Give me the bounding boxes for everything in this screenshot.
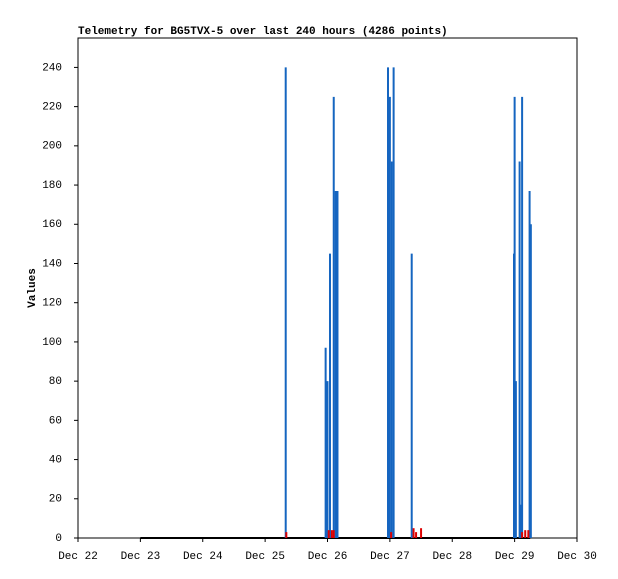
y-tick-label: 160 [42, 219, 62, 231]
y-tick-label: 220 [42, 102, 62, 114]
x-tick-label: Dec 22 [58, 551, 98, 563]
x-tick-label: Dec 29 [495, 551, 535, 563]
x-tick-label: Dec 25 [245, 551, 285, 563]
y-tick-label: 240 [42, 62, 62, 74]
y-tick-label: 140 [42, 258, 62, 270]
x-tick-label: Dec 24 [183, 551, 223, 563]
y-tick-label: 0 [55, 533, 62, 545]
y-tick-label: 40 [49, 454, 62, 466]
y-tick-label: 20 [49, 494, 62, 506]
y-tick-label: 180 [42, 180, 62, 192]
y-tick-label: 80 [49, 376, 62, 388]
x-tick-label: Dec 28 [432, 551, 472, 563]
x-tick-label: Dec 23 [121, 551, 161, 563]
y-tick-label: 100 [42, 337, 62, 349]
y-tick-label: 120 [42, 298, 62, 310]
x-tick-label: Dec 30 [557, 551, 597, 563]
x-tick-label: Dec 26 [308, 551, 348, 563]
x-tick-label: Dec 27 [370, 551, 410, 563]
y-axis-label: Values [27, 268, 39, 308]
y-tick-label: 60 [49, 415, 62, 427]
chart-title: Telemetry for BG5TVX-5 over last 240 hou… [78, 26, 448, 38]
y-tick-label: 200 [42, 141, 62, 153]
